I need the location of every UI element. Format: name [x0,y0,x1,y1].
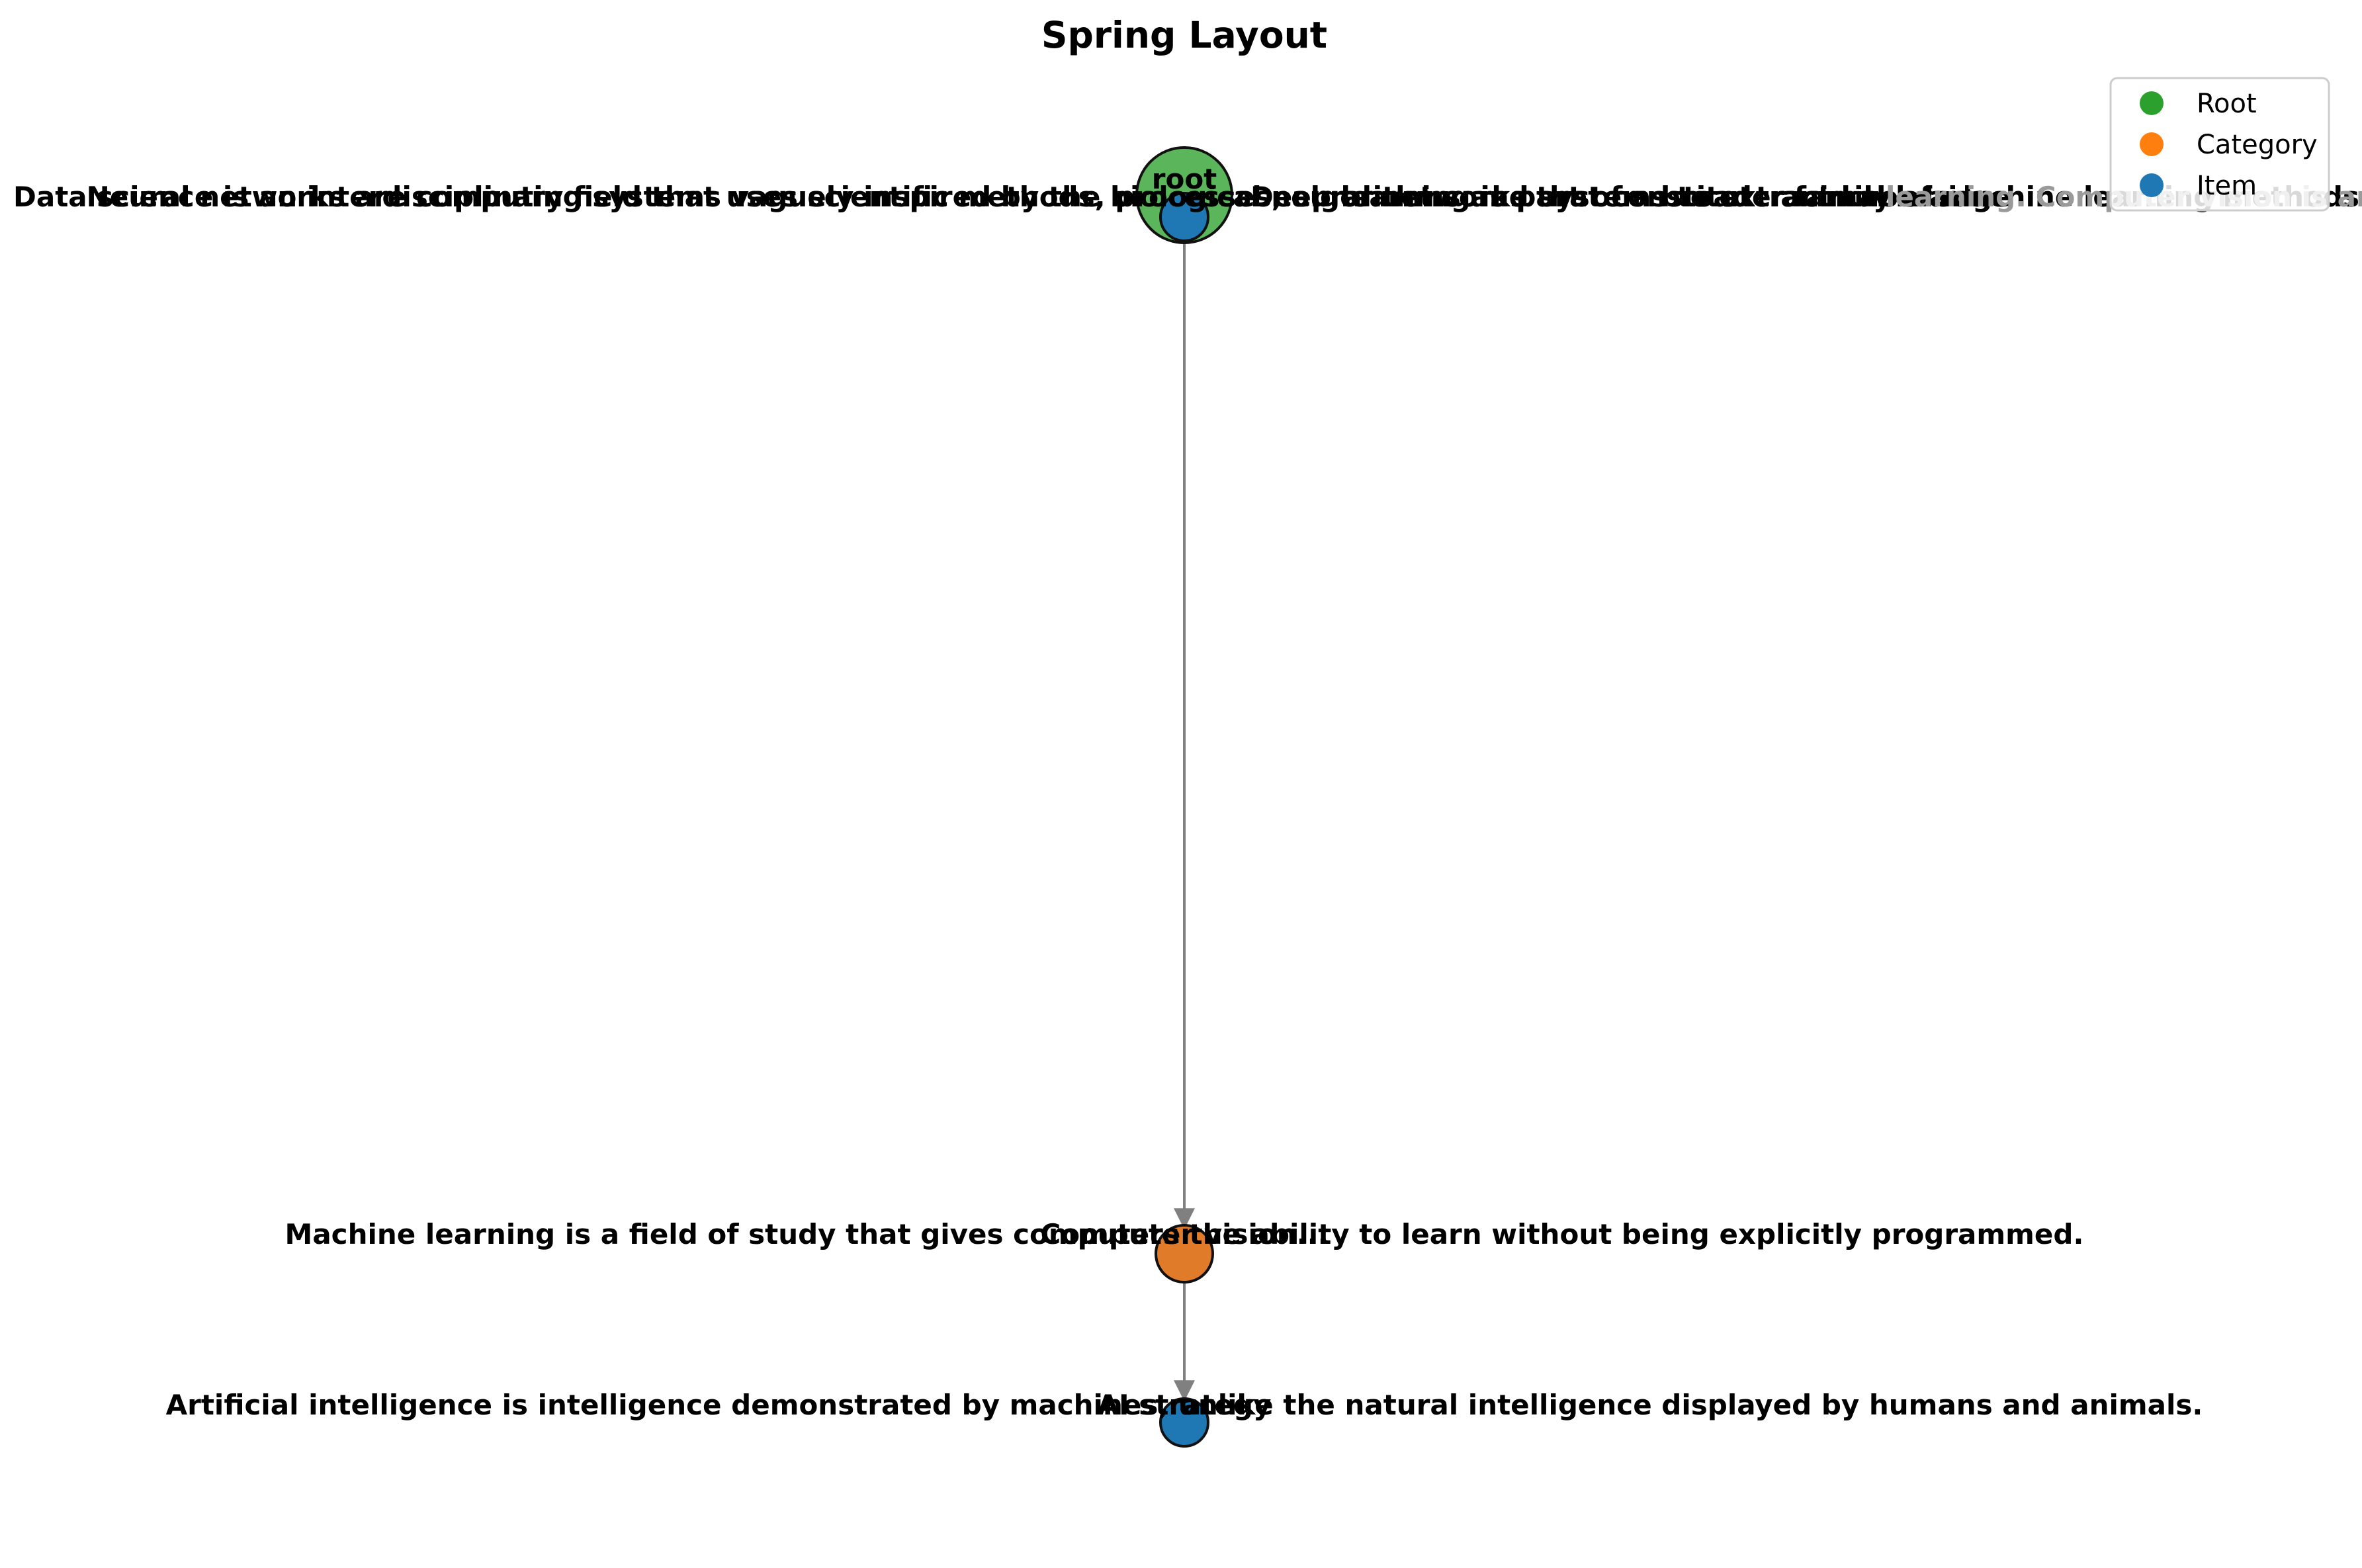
diagram-title: Spring Layout [1041,14,1327,56]
category-node [1155,1224,1214,1284]
legend-root-marker [2140,91,2164,115]
legend: Root Category Item [2109,77,2330,212]
top-label-left: Data science is an interdisciplinary fie… [13,181,2011,213]
category-overlap-label: Computer vision... [1040,1218,1328,1250]
legend-category-marker [2140,132,2164,156]
item-node-bottom [1159,1397,1209,1448]
legend-root-label: Root [2197,89,2257,119]
legend-box [2109,77,2330,212]
legend-category-label: Category [2197,130,2318,160]
legend-item-marker [2140,173,2164,197]
top-label-mid: Neural networks are computing systems va… [87,181,2005,213]
root-label: root [1152,163,1217,195]
item-overlap-label: AI strategy [1098,1389,1272,1421]
item-label: Artificial intelligence is intelligence … [166,1389,2203,1421]
category-label: Machine learning is a field of study tha… [285,1218,2084,1250]
legend-item-label: Item [2197,171,2257,201]
item-node-top [1159,192,1209,242]
